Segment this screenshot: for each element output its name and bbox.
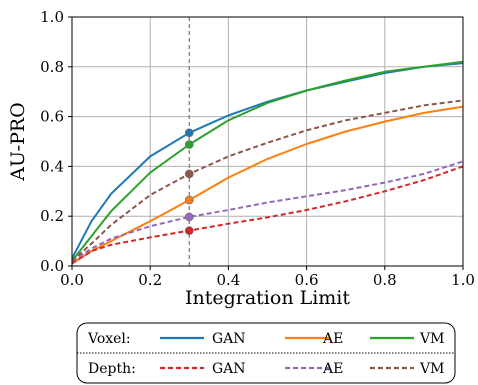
legend-label-voxel_vm: VM	[419, 331, 444, 347]
y-tick-label: 0.4	[40, 157, 64, 175]
x-tick-label: 0.2	[138, 271, 162, 289]
x-tick-label: 0.0	[60, 271, 84, 289]
legend-label-voxel_gan: GAN	[212, 331, 246, 347]
y-tick-label: 0.6	[40, 108, 64, 126]
series-line-depth_ae	[71, 160, 464, 262]
legend-group-label: Depth:	[88, 361, 136, 377]
series-marker-voxel_gan	[184, 128, 194, 138]
legend-label-voxel_ae: AE	[322, 331, 343, 347]
y-axis-title: AU-PRO	[7, 102, 29, 182]
series-line-voxel_gan	[71, 62, 464, 259]
legend-label-depth_ae: AE	[322, 361, 343, 377]
y-tick-label: 0.0	[40, 257, 64, 275]
series-marker-depth_gan	[184, 226, 194, 236]
series-marker-voxel_ae	[184, 195, 194, 205]
series-line-depth_vm	[71, 99, 464, 262]
y-tick-label: 0.8	[40, 58, 64, 76]
axes-frame	[71, 16, 464, 267]
x-axis-title: Integration Limit	[185, 287, 350, 309]
series-line-voxel_vm	[71, 60, 464, 262]
series-marker-depth_vm	[184, 169, 194, 179]
series-line-voxel_ae	[71, 105, 464, 265]
x-tick-label: 0.4	[216, 271, 240, 289]
legend: Voxel: GAN AE VM Depth: GAN AE VM	[76, 322, 456, 384]
x-tick-label: 0.6	[295, 271, 319, 289]
series-marker-depth_ae	[184, 212, 194, 222]
marker-layer	[184, 128, 194, 236]
series-line-depth_gan	[71, 165, 464, 265]
axis-ticks: 0.0 0.2 0.4 0.6 0.8 1.0 0.0 0.2 0.4 0.6 0.8 1.0	[40, 8, 475, 289]
legend-group-label: Voxel:	[87, 331, 131, 347]
x-tick-label: 1.0	[451, 271, 475, 289]
legend-label-depth_vm: VM	[419, 361, 444, 377]
grid-lines	[71, 16, 464, 267]
legend-label-depth_gan: GAN	[212, 361, 246, 377]
y-tick-label: 1.0	[40, 8, 64, 26]
x-tick-label: 0.8	[373, 271, 397, 289]
series-layer	[71, 60, 464, 265]
y-tick-label: 0.2	[40, 207, 64, 225]
series-marker-voxel_vm	[184, 140, 194, 149]
